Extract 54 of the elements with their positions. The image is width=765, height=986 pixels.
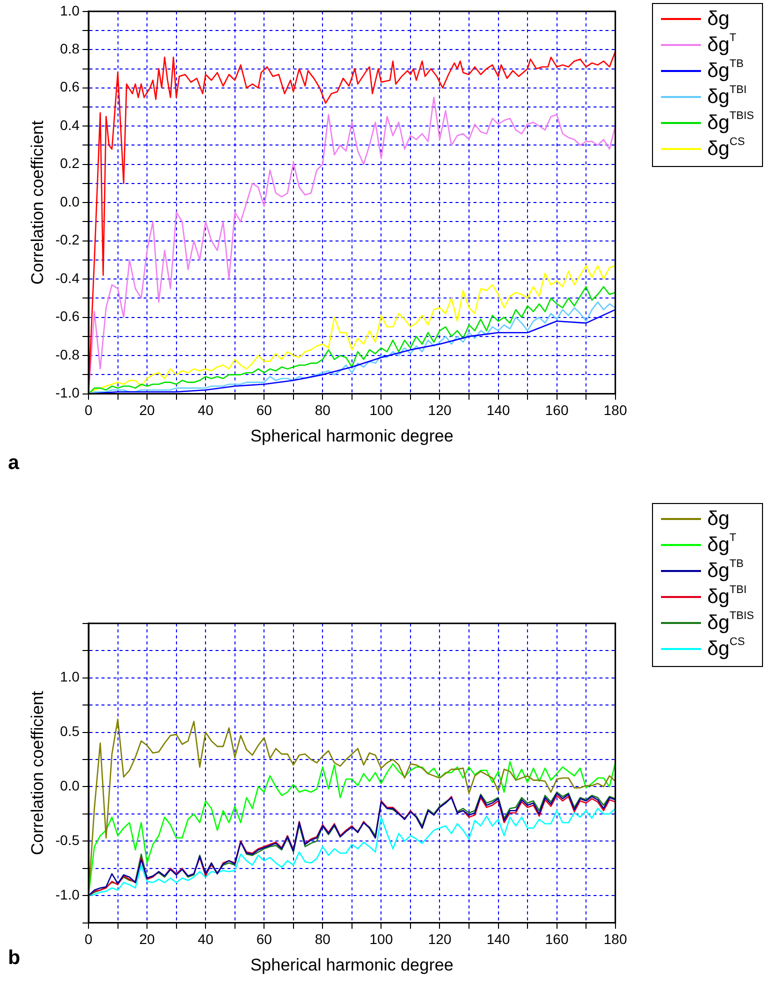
y-axis-title: Correlation coefficient [28, 690, 47, 856]
x-tick-label: 0 [84, 931, 93, 948]
legend-label: δg$^{TBIS}$ [707, 110, 754, 134]
x-tick-label: 160 [545, 931, 569, 948]
legend-label: δg$^{T}$ [707, 32, 736, 56]
x-axis-title: Spherical harmonic degree [250, 955, 454, 974]
legend-label: δg [707, 508, 730, 530]
legend-label: δg [707, 8, 730, 30]
legend-label: δg$^{CS}$ [707, 136, 745, 160]
legend-label: δg$^{T}$ [707, 532, 736, 556]
y-tick-label: 0.8 [60, 40, 80, 56]
text: b [8, 947, 20, 970]
x-tick-label: 40 [198, 402, 214, 418]
legend-label: δg$^{CS}$ [707, 636, 745, 660]
x-tick-label: 40 [198, 931, 214, 948]
y-tick-label: -1.0 [55, 384, 80, 401]
y-axis-title: Correlation coefficient [28, 120, 47, 285]
legend-label: δg$^{TBIS}$ [707, 610, 754, 634]
x-tick-label: 140 [486, 402, 510, 418]
y-tick-label: -0.6 [55, 308, 80, 324]
y-tick-label: 0.5 [60, 723, 80, 740]
legend-label: δg$^{TBI}$ [707, 84, 747, 108]
x-tick-label: 120 [428, 402, 452, 418]
x-tick-label: 180 [604, 402, 628, 418]
text: a [8, 452, 20, 475]
x-tick-label: 20 [139, 402, 156, 418]
x-tick-label: 80 [314, 402, 331, 418]
x-tick-label: 180 [604, 931, 628, 948]
x-tick-label: 60 [256, 931, 272, 948]
x-tick-label: 0 [84, 402, 93, 418]
legend-label: δg$^{TB}$ [707, 58, 744, 82]
y-tick-label: -0.4 [55, 270, 80, 286]
y-tick-label: 0.0 [60, 193, 80, 210]
x-tick-label: 60 [256, 402, 272, 418]
y-tick-label: -0.5 [55, 832, 80, 848]
x-tick-label: 120 [428, 931, 452, 948]
legend-label: δg$^{TBI}$ [707, 584, 747, 608]
y-tick-label: -0.2 [55, 232, 80, 248]
x-tick-label: 80 [314, 931, 331, 948]
y-tick-label: 1.0 [60, 668, 80, 685]
y-tick-label: 1.0 [60, 2, 80, 18]
x-tick-label: 140 [486, 931, 510, 948]
x-tick-label: 160 [545, 402, 569, 418]
x-tick-label: 20 [139, 931, 156, 948]
legend-label: δg$^{TB}$ [707, 558, 744, 582]
y-tick-label: 0.6 [60, 78, 80, 95]
x-axis-title: Spherical harmonic degree [250, 426, 454, 446]
y-tick-label: -0.8 [55, 346, 80, 362]
y-tick-label: 0.0 [60, 778, 80, 794]
y-tick-label: 0.4 [60, 116, 80, 133]
x-tick-label: 100 [370, 931, 394, 948]
y-tick-label: 0.2 [60, 155, 80, 172]
x-tick-label: 100 [370, 402, 394, 418]
y-tick-label: -1.0 [55, 886, 80, 902]
